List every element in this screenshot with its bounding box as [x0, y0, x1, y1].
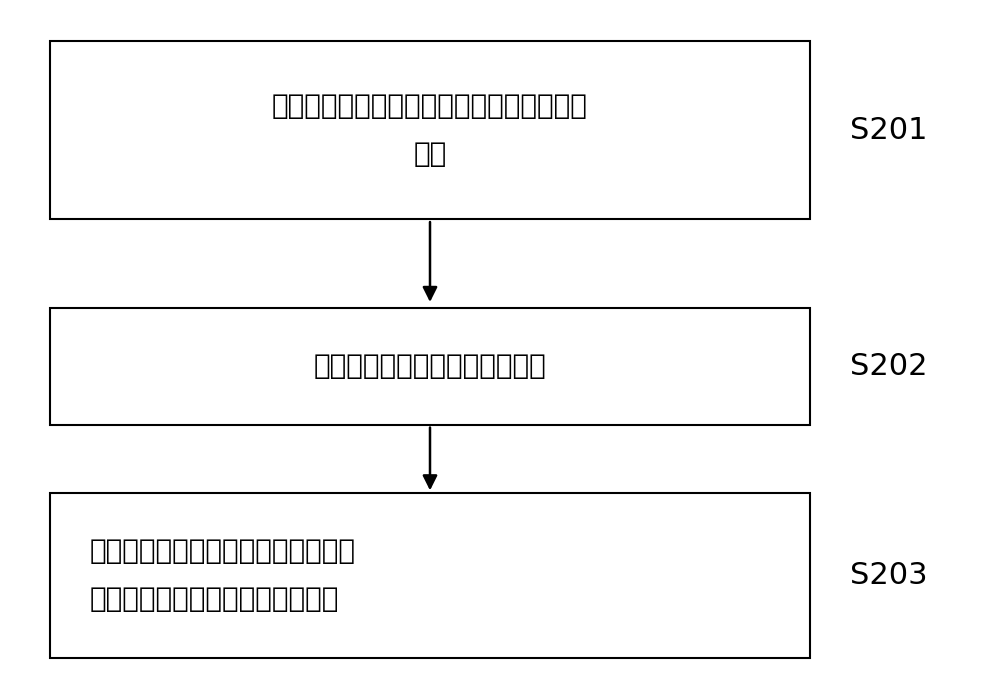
Text: 通过环境光检测单元检测显示面板周围的环: 通过环境光检测单元检测显示面板周围的环: [272, 92, 588, 120]
Bar: [50, 493, 810, 658]
Bar: [50, 41, 810, 219]
Text: S202: S202: [850, 352, 928, 381]
Bar: [50, 308, 810, 425]
Text: 的电压以改变散射单元的散射度。: 的电压以改变散射单元的散射度。: [90, 586, 339, 613]
Text: 基于环境光数据控制施加到散射单元: 基于环境光数据控制施加到散射单元: [90, 538, 356, 565]
Text: S201: S201: [850, 116, 928, 145]
Text: S203: S203: [850, 561, 928, 590]
Text: 产生与环境光相关的环境光数据: 产生与环境光相关的环境光数据: [314, 353, 546, 380]
Text: 境光: 境光: [413, 140, 447, 168]
